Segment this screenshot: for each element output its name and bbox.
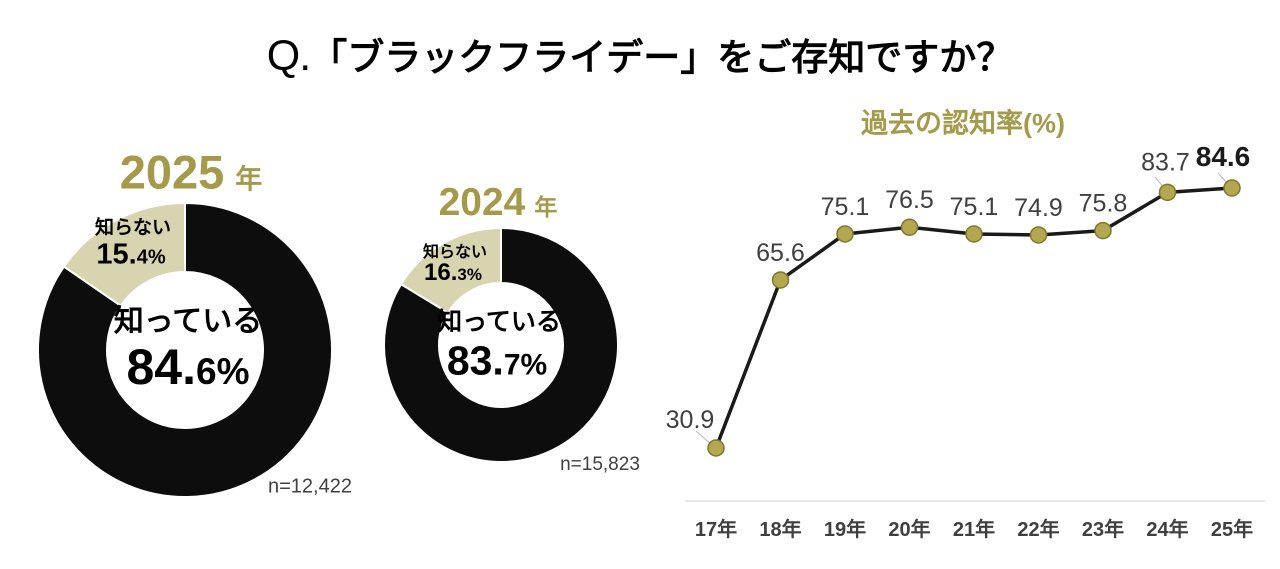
donut-2024-know-percent: 83.7% [447, 338, 547, 385]
year-2024-suffix: 年 [534, 194, 558, 220]
donut-2025-know-percent: 84.6% [127, 338, 250, 396]
donut-2025-know-percent-main: 84. [126, 339, 197, 395]
donut-chart-2025 [37, 201, 333, 498]
year-2025-suffix: 年 [235, 164, 263, 195]
year-2024: 2024 [438, 181, 526, 224]
value-label: 75.1 [950, 193, 999, 221]
donut-chart-2024 [383, 226, 619, 463]
value-label: 83.7 [1141, 148, 1190, 176]
value-label: 75.1 [821, 193, 870, 221]
donut-slice-know [37, 201, 333, 498]
x-axis-label: 24年 [1146, 517, 1188, 541]
x-axis-label: 21年 [953, 517, 995, 541]
value-label: 74.9 [1014, 194, 1063, 222]
year-2025: 2025 [119, 145, 225, 199]
data-point-marker [836, 225, 854, 243]
donut-2024-unknown-percent-main: 16. [424, 259, 458, 286]
donut-2025-unknown-label: 知らない [94, 217, 172, 239]
x-axis-label: 23年 [1082, 517, 1124, 541]
donut-2024-know-label: 知っている [437, 308, 561, 336]
value-label: 30.9 [666, 406, 715, 434]
title-text: 「ブラックフライデー」をご存知ですか？ [310, 37, 1014, 78]
data-point-marker [707, 439, 725, 457]
data-point-marker [1158, 183, 1177, 202]
value-label: 76.5 [885, 186, 934, 214]
value-label: 65.6 [756, 239, 805, 267]
data-point-marker [771, 271, 790, 289]
donut-2024-unknown-percent: 16.3% [424, 259, 482, 287]
donut-2024-heading: 2024 年 [439, 181, 558, 225]
data-point-marker [900, 218, 919, 236]
donut-2024-unknown-label: 知らない [422, 244, 488, 261]
donut-2025-sample-size: n=12,422 [268, 475, 352, 498]
donut-slice-unknown [399, 226, 502, 315]
data-point-marker [1029, 226, 1048, 244]
donut-2024-sample-size: n=15,823 [560, 454, 640, 475]
donut-2024-know-percent-main: 83. [446, 337, 504, 384]
donut-2025-unknown-percent: 15.4% [96, 239, 165, 272]
donut-2024-know-percent-sub: 7% [503, 348, 548, 382]
x-axis-label: 20年 [888, 517, 930, 541]
donut-2024-unknown-percent-sub: 3% [457, 265, 482, 284]
donut-slice-unknown [62, 201, 186, 308]
x-axis-label: 18年 [759, 517, 801, 541]
trend-line-chart: 30.9 65.6 75.1 76.5 75.1 74.9 75.8 83.7 84.6 17年 1… [666, 141, 1265, 541]
value-label: 75.8 [1079, 190, 1128, 218]
x-axis-label: 19年 [824, 517, 866, 541]
data-point-marker [1094, 221, 1112, 240]
x-axis-label: 22年 [1017, 517, 1059, 541]
donut-2025-know-label: 知っている [113, 305, 263, 338]
donut-slice-know [383, 226, 619, 463]
donut-2025-unknown-percent-main: 15. [96, 238, 137, 271]
data-point-marker [1223, 179, 1241, 197]
x-axis-label: 17年 [695, 517, 737, 541]
x-axis-label: 25年 [1211, 517, 1253, 541]
title-q-prefix: Q. [266, 32, 311, 80]
donut-2025-heading: 2025 年 [120, 145, 263, 200]
page-title: Q.「ブラックフライデー」をご存知ですか？ [0, 27, 1280, 81]
donut-2025-unknown-percent-sub: 4% [136, 246, 166, 269]
donut-2025-know-percent-sub: 6% [196, 351, 250, 392]
trend-chart-title: 過去の認知率(%) [861, 108, 1065, 139]
value-label: 84.6 [1196, 141, 1251, 172]
data-point-marker [965, 225, 983, 243]
